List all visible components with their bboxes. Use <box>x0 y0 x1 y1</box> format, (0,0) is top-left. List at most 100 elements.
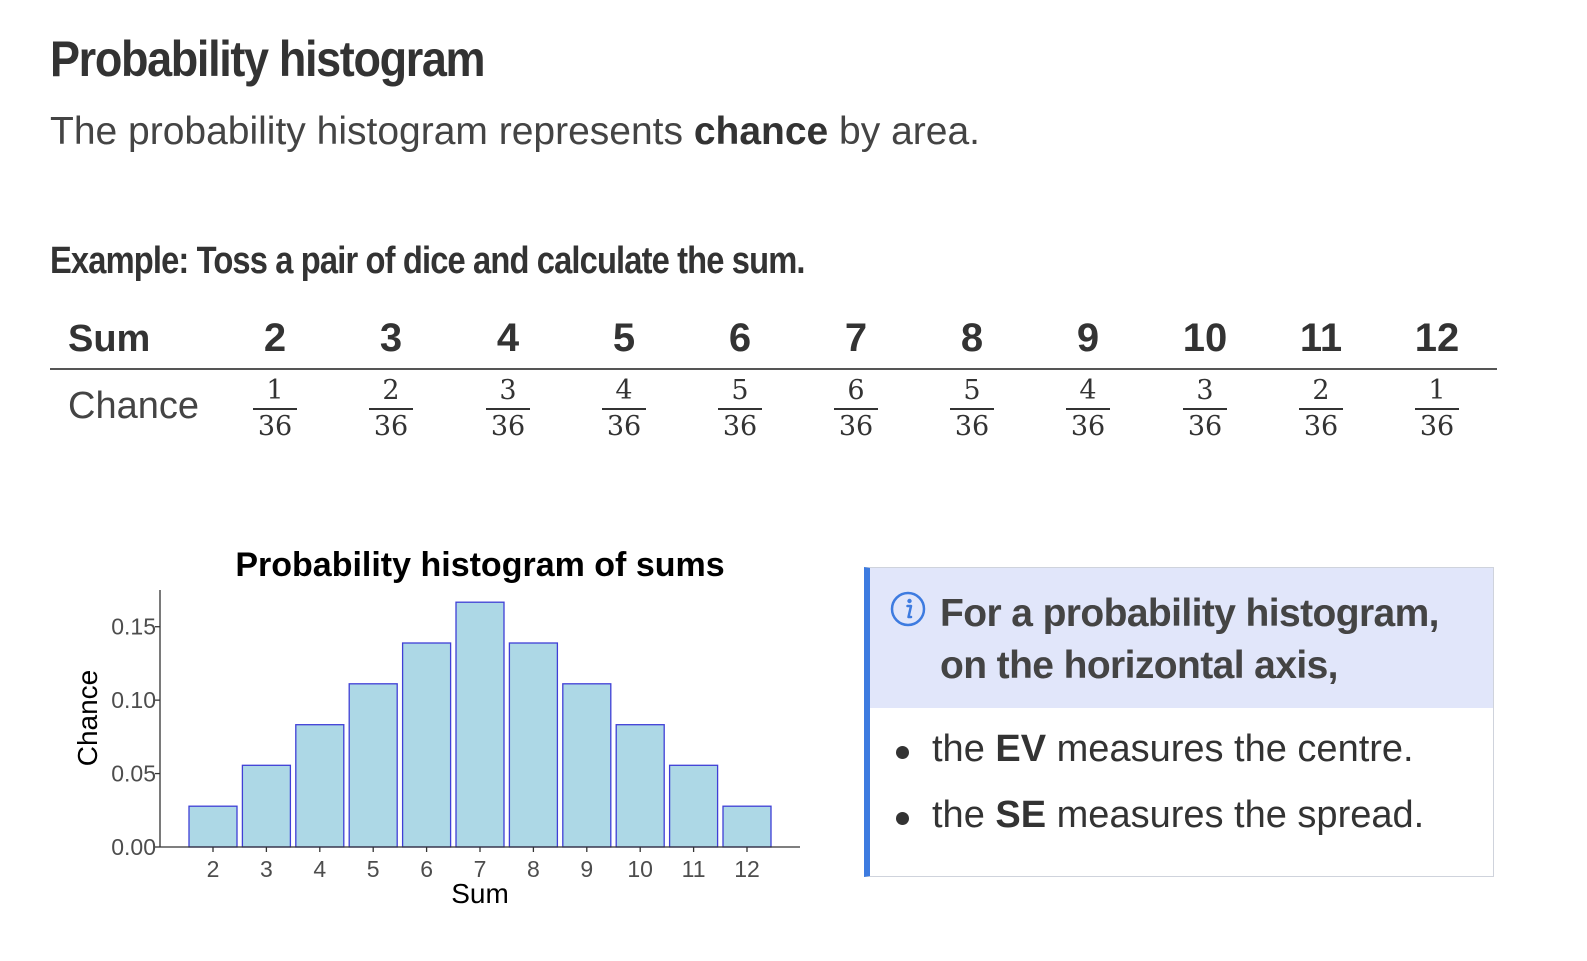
chance-fraction: 5 36 <box>932 376 1012 442</box>
fraction-denominator: 36 <box>1070 411 1106 442</box>
intro-text-start: The probability histogram represents <box>50 110 694 153</box>
sum-cell: 10 <box>1182 316 1228 360</box>
histogram-bar <box>615 724 665 848</box>
fraction-numerator: 5 <box>950 376 994 410</box>
example-heading: Example: Toss a pair of dice and calcula… <box>50 240 805 282</box>
histogram-bar <box>722 805 772 848</box>
fraction-denominator: 36 <box>838 411 874 442</box>
info-item-se-end: measures the spread. <box>1046 794 1425 836</box>
chart-title: Probability histogram of sums <box>235 546 724 584</box>
info-item-ev-start: the <box>932 728 996 770</box>
fraction-numerator: 4 <box>602 376 646 410</box>
sum-cell: 7 <box>844 316 868 360</box>
x-tick-label: 11 <box>682 856 706 882</box>
sum-cell: 8 <box>960 316 984 360</box>
info-item-se-start: the <box>932 794 996 836</box>
chance-fraction: 4 36 <box>1048 376 1128 442</box>
info-item-se-bold: SE <box>995 794 1047 836</box>
fraction-numerator: 2 <box>1299 376 1343 410</box>
sum-cell: 11 <box>1299 316 1343 360</box>
fraction-numerator: 3 <box>486 376 530 410</box>
distribution-table: Sum 2 3 4 5 6 7 8 9 10 11 12 Chance 1 36 2 36 3 36 4 36 5 3… <box>50 310 1497 450</box>
x-axis-label: Sum <box>451 878 509 909</box>
chance-label: Chance <box>68 385 199 427</box>
chance-fraction: 5 36 <box>700 376 780 442</box>
chance-fraction: 3 36 <box>1165 376 1245 442</box>
chance-fraction: 3 36 <box>468 376 548 442</box>
chance-fraction: 4 36 <box>584 376 664 442</box>
info-item-se: the SE measures the spread. <box>892 794 1424 860</box>
fraction-denominator: 36 <box>1187 411 1223 442</box>
fraction-numerator: 3 <box>1183 376 1227 410</box>
info-item-ev: the EV measures the centre. <box>892 728 1424 794</box>
table-chance-row: Chance 1 36 2 36 3 36 4 36 5 36 6 36 5 36 4 36 3 36 2 36 1 36 <box>50 370 1497 450</box>
intro-text-end: by area. <box>828 110 980 153</box>
fraction-denominator: 36 <box>722 411 758 442</box>
info-item-ev-bold: EV <box>995 728 1047 770</box>
sum-cell: 12 <box>1414 316 1460 360</box>
x-tick-label: 7 <box>474 856 487 882</box>
x-tick-label: 6 <box>420 856 433 882</box>
x-tick-label: 5 <box>367 856 380 882</box>
page-title: Probability histogram <box>50 31 486 87</box>
info-icon <box>890 591 926 627</box>
x-tick-label: 9 <box>580 856 593 882</box>
histogram-bar <box>401 642 452 848</box>
fraction-denominator: 36 <box>606 411 642 442</box>
x-tick-label: 8 <box>527 856 540 882</box>
sum-cell: 5 <box>612 316 636 360</box>
sum-cell: 6 <box>728 316 752 360</box>
fraction-denominator: 36 <box>373 411 409 442</box>
fraction-numerator: 6 <box>834 376 878 410</box>
info-callout-header: For a probability histogram, on the hori… <box>870 568 1493 708</box>
fraction-numerator: 5 <box>718 376 762 410</box>
y-tick-label: 0.10 <box>111 687 156 713</box>
intro-text-bold: chance <box>693 110 829 153</box>
x-axis: 2 3 4 5 6 7 8 9 10 11 12 <box>160 846 800 882</box>
info-list: the EV measures the centre. the SE measu… <box>892 728 1424 860</box>
histogram-bar <box>348 683 398 848</box>
fraction-numerator: 2 <box>369 376 413 410</box>
fraction-numerator: 1 <box>253 376 297 410</box>
histogram-bar <box>295 724 345 848</box>
y-tick-label: 0.00 <box>111 834 156 860</box>
sum-cell: 3 <box>379 316 403 360</box>
chance-fraction: 6 36 <box>816 376 896 442</box>
fraction-numerator: 4 <box>1066 376 1110 410</box>
sum-cell: 4 <box>496 316 520 360</box>
fraction-denominator: 36 <box>954 411 990 442</box>
x-tick-label: 10 <box>627 856 653 882</box>
fraction-denominator: 36 <box>1419 411 1455 442</box>
bars-group <box>188 601 772 848</box>
table-header-row: Sum 2 3 4 5 6 7 8 9 10 11 12 <box>50 310 1497 370</box>
chance-fraction: 2 36 <box>351 376 431 442</box>
chance-fraction: 1 36 <box>235 376 315 442</box>
sum-cell: 9 <box>1076 316 1100 360</box>
y-axis: 0.00 0.05 0.10 0.15 <box>111 590 161 860</box>
y-tick-label: 0.15 <box>111 614 156 640</box>
fraction-denominator: 36 <box>490 411 526 442</box>
histogram-bar <box>188 805 238 848</box>
fraction-denominator: 36 <box>257 411 293 442</box>
histogram-bar <box>562 683 612 848</box>
y-axis-label: Chance <box>72 670 103 767</box>
fraction-denominator: 36 <box>1303 411 1339 442</box>
chance-fraction: 2 36 <box>1281 376 1361 442</box>
sum-cell: 2 <box>263 316 287 360</box>
info-item-ev-end: measures the centre. <box>1046 728 1414 770</box>
histogram-bar <box>241 764 292 848</box>
x-tick-label: 2 <box>207 856 220 882</box>
histogram-bar <box>508 642 559 848</box>
info-callout: For a probability histogram, on the hori… <box>864 567 1494 877</box>
sum-label: Sum <box>68 318 151 360</box>
fraction-numerator: 1 <box>1415 376 1459 410</box>
intro-text: The probability histogram represents cha… <box>50 110 980 154</box>
histogram-svg: Probability histogram of sums 0.000.050.… <box>72 546 800 909</box>
y-tick-label: 0.05 <box>111 761 156 787</box>
info-callout-title: For a probability histogram, on the hori… <box>940 592 1440 687</box>
histogram-chart: Probability histogram of sums 0.00 0.05 0.… <box>60 540 820 920</box>
histogram-bar <box>455 601 505 848</box>
x-tick-label: 3 <box>260 856 273 882</box>
chance-fraction: 1 36 <box>1397 376 1477 442</box>
x-tick-label: 12 <box>734 856 760 882</box>
